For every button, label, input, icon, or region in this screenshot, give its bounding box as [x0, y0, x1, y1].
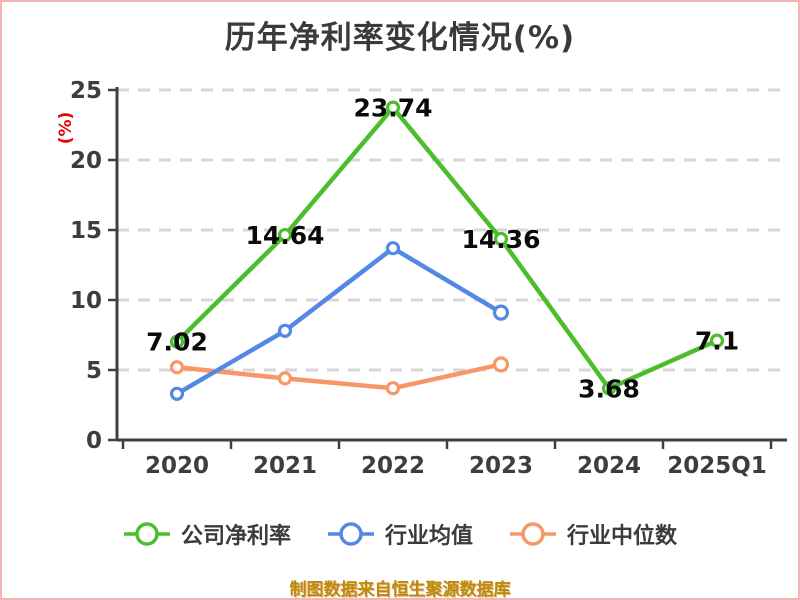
legend-marker-industry-median-icon	[510, 522, 556, 546]
x-tick-label: 2022	[361, 453, 425, 479]
data-source-caption: 制图数据来自恒生聚源数据库	[289, 580, 511, 600]
value-label: 7.1	[695, 327, 739, 356]
series-line-2	[174, 362, 504, 391]
data-point-marker	[492, 356, 510, 373]
data-point-marker	[169, 360, 185, 375]
x-tick-label: 2020	[145, 453, 209, 479]
data-point-marker	[385, 241, 401, 256]
legend-marker-industry-average-icon	[327, 522, 374, 546]
data-point-marker	[277, 227, 293, 243]
legend-item-company-net-margin[interactable]: 公司净利率	[123, 518, 291, 550]
legend-item-industry-median[interactable]: 行业中位数	[509, 518, 677, 550]
series-line-0	[174, 105, 720, 391]
series-line-1	[174, 245, 504, 397]
data-point-marker	[277, 371, 293, 386]
legend-item-industry-average[interactable]: 行业均值	[327, 518, 473, 550]
line-chart-plot-area: 0 5 10 15 20 25 2020 2021 2022 2023 2024 2025Q1 7.02…	[70, 78, 787, 479]
data-point-marker	[385, 100, 401, 115]
data-point-marker	[493, 231, 509, 247]
value-label: 7.02	[146, 328, 208, 357]
value-label: 14.36	[461, 225, 540, 254]
legend-marker-company-icon	[123, 522, 170, 546]
data-point-marker	[601, 381, 617, 396]
y-tick-label: 15	[70, 218, 102, 244]
x-tick-label: 2025Q1	[667, 453, 767, 479]
legend-label-company-net-margin: 公司净利率	[180, 524, 291, 549]
y-tick-label: 10	[70, 288, 102, 314]
value-label: 23.74	[353, 94, 432, 123]
y-tick-label: 5	[86, 358, 102, 384]
data-point-marker	[385, 381, 401, 396]
y-tick-label: 20	[70, 148, 102, 174]
chart-legend: 公司净利率 行业均值 行业中位数	[2, 518, 798, 550]
data-point-marker	[169, 334, 185, 349]
x-tick-label: 2021	[253, 453, 317, 479]
legend-label-industry-median: 行业中位数	[567, 524, 678, 549]
value-label: 3.68	[578, 374, 640, 403]
value-label: 14.64	[245, 221, 324, 250]
data-point-marker	[492, 304, 510, 321]
x-tick-label: 2023	[469, 453, 533, 479]
data-point-marker	[709, 333, 725, 348]
data-point-marker	[277, 323, 293, 338]
y-tick-label: 0	[86, 428, 102, 454]
data-point-marker	[169, 386, 185, 401]
y-tick-label: 25	[70, 78, 102, 104]
chart-title: 历年净利率变化情况(%)	[224, 20, 576, 56]
legend-label-industry-average: 行业均值	[384, 524, 473, 549]
x-tick-label: 2024	[577, 453, 641, 479]
